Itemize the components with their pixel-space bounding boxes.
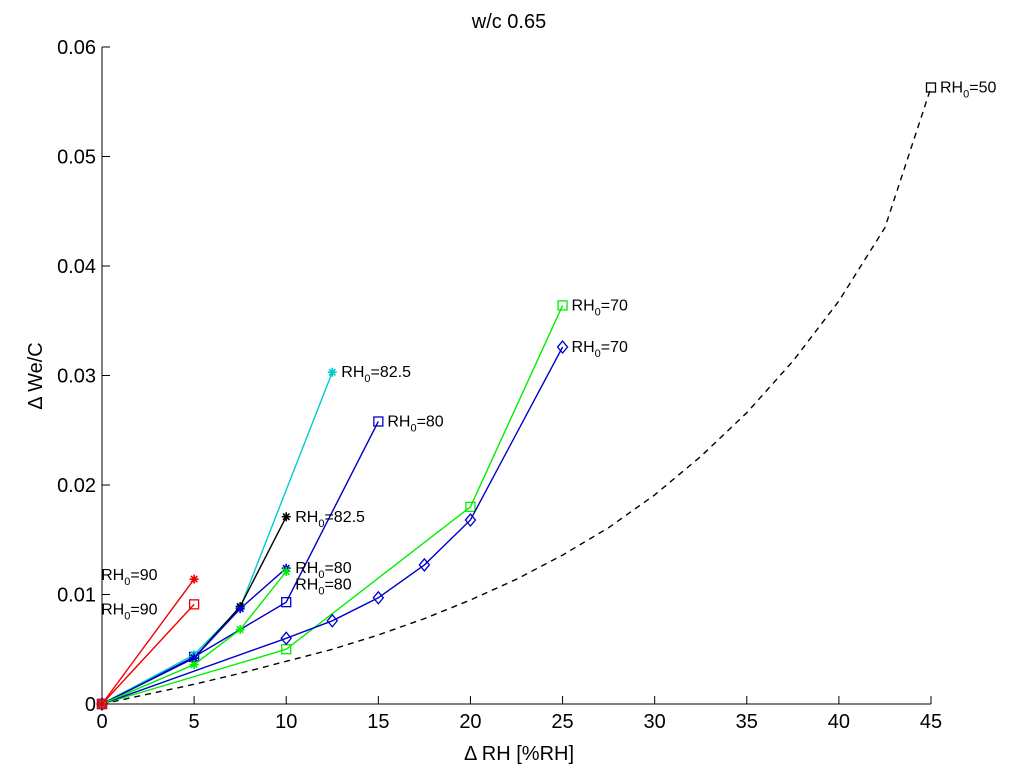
square-marker [373, 416, 384, 427]
x-tick-label: 15 [367, 711, 389, 733]
series-0 [101, 82, 937, 705]
diamond-marker [556, 340, 569, 355]
x-tick-label: 5 [189, 711, 200, 733]
x-tick-label: 20 [459, 711, 481, 733]
diamond-marker [372, 590, 385, 605]
star-marker [189, 660, 199, 670]
star-marker [235, 604, 245, 614]
x-tick-label: 25 [551, 711, 573, 733]
series-1 [96, 300, 568, 710]
series-line [101, 346, 564, 705]
point-annotation: RH0=82.5 [341, 364, 411, 385]
x-tick-label: 35 [736, 711, 758, 733]
x-tick-label: 30 [644, 711, 666, 733]
square-marker [96, 698, 108, 710]
y-tick-label: 0.03 [57, 366, 96, 388]
diamond-marker [464, 513, 477, 528]
square-marker [557, 300, 568, 311]
x-tick-label: 10 [275, 711, 297, 733]
square-marker [188, 599, 200, 610]
series-line [101, 603, 195, 705]
y-tick-label: 0.05 [57, 147, 96, 169]
star-marker [281, 512, 291, 522]
square-marker [465, 501, 476, 513]
point-annotation: RH0=80 [295, 577, 351, 598]
series-8 [97, 574, 199, 709]
y-tick-label: 0.06 [57, 37, 96, 59]
point-annotation: RH0=80 [387, 413, 443, 434]
point-annotation: RH0=50 [940, 80, 996, 101]
diamond-marker [280, 631, 293, 646]
series-2 [96, 340, 569, 712]
series-line [101, 567, 287, 705]
series-line [101, 305, 564, 705]
star-marker [189, 574, 199, 584]
x-tick-label: 0 [96, 711, 107, 733]
series-7 [97, 567, 291, 709]
series-9 [96, 599, 200, 710]
series-line [101, 571, 287, 705]
series-line [101, 87, 932, 705]
series-line [101, 578, 195, 705]
star-marker [235, 625, 245, 635]
y-tick-label: 0.01 [57, 585, 96, 607]
y-tick-label: 0.04 [57, 256, 96, 278]
y-axis-label: Δ We/C [25, 342, 47, 409]
annotations: RH0=50 RH0=70 RH0=70 RH0=82.5 RH0=80 RH0=82.5… [101, 80, 996, 623]
point-annotation: RH0=70 [572, 297, 628, 318]
square-marker [281, 597, 292, 608]
series-line [101, 371, 333, 705]
star-marker [281, 567, 291, 577]
point-annotation: RH0=82.5 [295, 509, 365, 530]
point-annotation: RH0=80 [295, 560, 351, 581]
point-annotation: RH0=90 [101, 567, 157, 588]
y-tick-label: 0.02 [57, 475, 96, 497]
x-tick-label: 40 [828, 711, 850, 733]
axes: 0 5 10 15 20 25 30 35 40 45 0 0.01 0.02 0.03 0.04 0.05 0… [57, 37, 942, 733]
point-annotation: RH0=90 [101, 601, 157, 622]
star-marker [327, 367, 337, 377]
series-4 [97, 367, 337, 709]
square-marker [925, 82, 937, 93]
x-tick-label: 45 [920, 711, 942, 733]
plot-series [96, 82, 937, 712]
chart-title: w/c 0.65 [471, 11, 546, 33]
diamond-marker [326, 613, 339, 628]
star-marker [189, 653, 199, 663]
y-tick-label: 0 [85, 694, 96, 716]
diamond-marker [418, 557, 431, 572]
x-axis-label: Δ RH [%RH] [464, 743, 574, 765]
point-annotation: RH0=70 [572, 339, 628, 360]
